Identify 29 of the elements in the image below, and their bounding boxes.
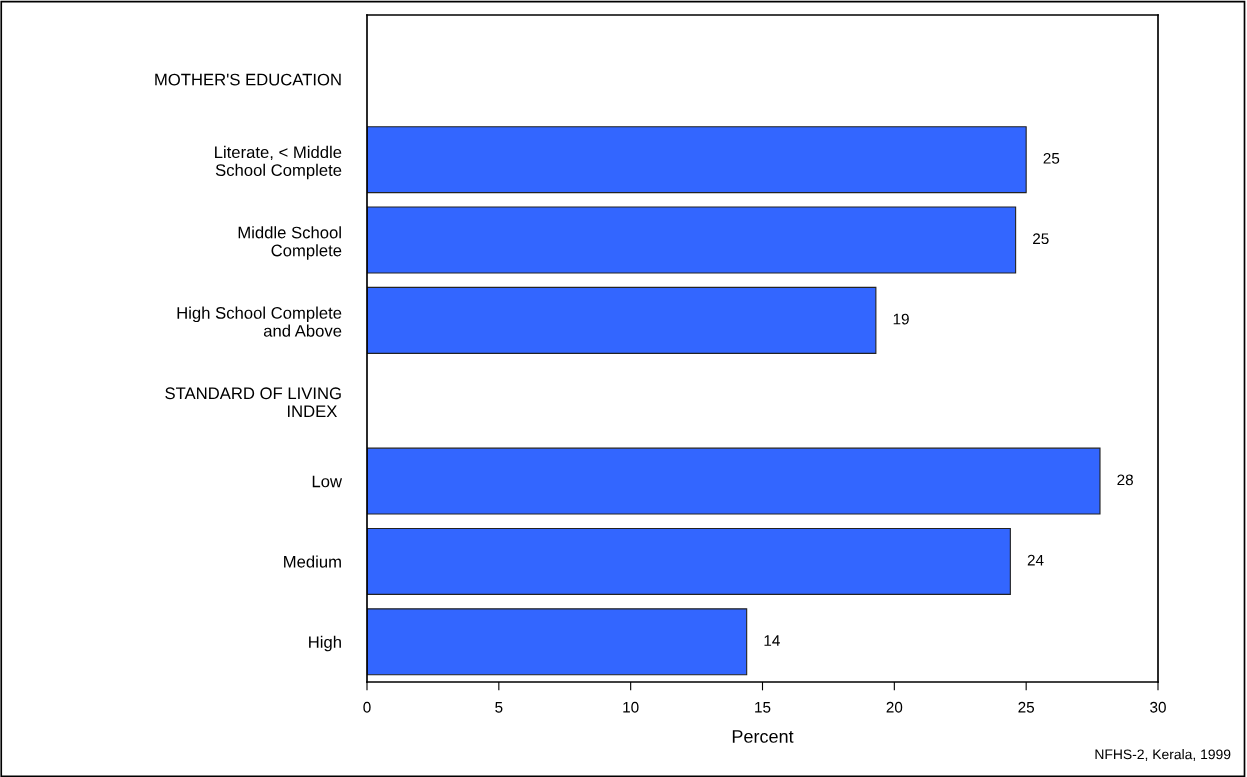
text: NFHS-2, Kerala, 1999 bbox=[1095, 749, 1231, 761]
y-tick-label: MOTHER'S EDUCATION bbox=[155, 73, 341, 86]
bar bbox=[367, 447, 1101, 515]
data-label: 25 bbox=[1043, 152, 1060, 164]
bar bbox=[367, 527, 1011, 595]
y-tick-label: Middle School Complete bbox=[238, 226, 342, 260]
bar bbox=[367, 286, 877, 354]
bar bbox=[367, 608, 748, 676]
data-label: 24 bbox=[1027, 554, 1044, 566]
x-tick-label: 20 bbox=[886, 701, 903, 713]
x-tick-label: 25 bbox=[1018, 701, 1035, 713]
y-tick-label: STANDARD OF LIVING INDEX bbox=[165, 387, 341, 417]
y-tick-label: Literate, < Middle School Complete bbox=[215, 145, 342, 180]
data-label: 19 bbox=[893, 313, 909, 325]
x-tick-label: 0 bbox=[363, 701, 371, 713]
x-axis-title: Percent bbox=[732, 730, 794, 743]
x-tick-label: 5 bbox=[495, 702, 503, 713]
x-tick-label: 30 bbox=[1150, 701, 1166, 713]
bar bbox=[367, 206, 1017, 274]
x-tick-label: 10 bbox=[623, 701, 639, 713]
data-label: 28 bbox=[1117, 474, 1133, 486]
y-tick-label: Medium bbox=[284, 555, 341, 568]
y-tick-label: High bbox=[309, 635, 341, 652]
data-label: 14 bbox=[764, 635, 780, 646]
x-tick-label: 15 bbox=[755, 702, 771, 713]
bar bbox=[367, 126, 1027, 194]
data-label: 25 bbox=[1033, 233, 1049, 245]
y-tick-label: Low bbox=[312, 475, 343, 488]
y-tick-label: High School Complete and Above bbox=[177, 306, 342, 337]
